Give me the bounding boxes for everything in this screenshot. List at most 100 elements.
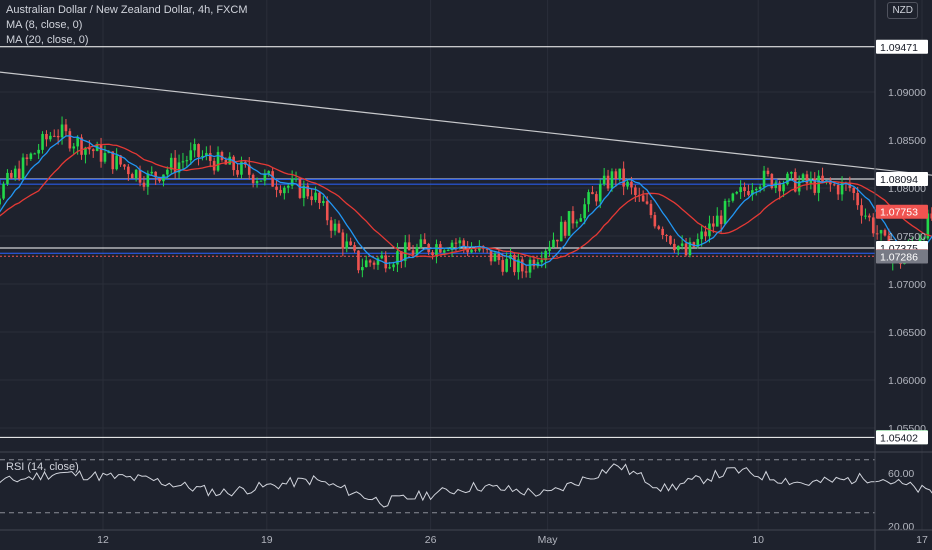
- candle-body: [665, 235, 668, 237]
- candle-body: [103, 153, 107, 162]
- candle-body: [341, 232, 345, 249]
- candle-body: [821, 175, 824, 182]
- candle-body: [470, 249, 473, 253]
- candle-body: [532, 259, 536, 267]
- price-tag-label: 1.07286: [880, 252, 918, 264]
- candle-body: [871, 217, 875, 234]
- candle-body: [64, 124, 68, 132]
- ma20-line: [0, 143, 932, 260]
- resistance-channel[interactable]: [0, 178, 778, 185]
- candle-body: [6, 172, 9, 184]
- candle-body: [528, 259, 532, 273]
- candle-body: [930, 213, 932, 219]
- candle-body: [626, 181, 629, 187]
- price-tick-label: 1.08500: [888, 135, 926, 147]
- candle-body: [173, 157, 177, 173]
- price-tag-bg: [876, 430, 928, 445]
- candle-body: [567, 211, 571, 236]
- candle-body: [298, 178, 302, 198]
- candle-body: [396, 251, 399, 265]
- candle-body: [329, 220, 333, 231]
- price-tag-bg: [876, 249, 928, 264]
- candle-body: [715, 215, 719, 227]
- candle-body: [435, 244, 438, 256]
- candle-body: [407, 242, 411, 251]
- candle-body: [579, 218, 583, 222]
- candle-body: [415, 247, 419, 255]
- candle-body: [99, 144, 103, 162]
- candle-body: [419, 239, 423, 248]
- candle-body: [431, 252, 434, 256]
- price-axis[interactable]: 1.09000 1.08500 1.08000 1.07500 1.07000 1.065…: [888, 87, 926, 435]
- candle-body: [290, 178, 294, 186]
- price-tag-label: 1.08094: [880, 174, 918, 186]
- candle-body: [758, 186, 762, 189]
- time-tick-label: 26: [425, 534, 437, 546]
- candle-body: [185, 160, 189, 162]
- time-tick-label: 10: [752, 534, 764, 546]
- candle-body: [559, 221, 563, 242]
- candle-body: [60, 124, 64, 138]
- time-tick-label: 19: [261, 534, 273, 546]
- descending-trendline[interactable]: [0, 68, 932, 247]
- candle-body: [751, 190, 754, 195]
- candle-body: [610, 171, 614, 189]
- candle-body: [563, 221, 567, 236]
- candle-body: [653, 215, 657, 227]
- candle-body: [571, 211, 575, 224]
- candle-body: [669, 235, 672, 244]
- candle-body: [852, 187, 856, 193]
- candle-body: [832, 184, 836, 186]
- candle-body: [696, 239, 700, 247]
- candle-body: [743, 187, 746, 192]
- rsi-tick-label: 60.00: [888, 468, 914, 480]
- candle-body: [442, 250, 446, 253]
- candle-body: [162, 174, 165, 182]
- candle-body: [809, 178, 813, 184]
- candle-body: [80, 137, 83, 155]
- candle-body: [271, 171, 274, 187]
- candle-body: [275, 186, 278, 190]
- candle-body: [123, 164, 126, 167]
- time-tick-label: 12: [97, 534, 109, 546]
- time-axis[interactable]: 121926May101724Jun13:0014: [97, 534, 932, 546]
- price-tag-bg: [876, 39, 928, 54]
- candle-body: [704, 231, 707, 237]
- price-tick-label: 1.09000: [888, 87, 926, 99]
- candle-body: [517, 259, 520, 273]
- candle-body: [591, 192, 594, 195]
- candle-body: [700, 231, 703, 240]
- candle-body: [544, 250, 547, 261]
- candle-body: [723, 200, 727, 225]
- candle-body: [762, 170, 766, 187]
- candle-body: [193, 144, 196, 151]
- candle-body: [255, 180, 259, 184]
- candle-body: [680, 243, 684, 246]
- candle-body: [306, 185, 310, 197]
- candle-body: [29, 153, 33, 160]
- candle-body: [322, 201, 325, 203]
- candle-body: [201, 155, 204, 157]
- candle-body: [875, 233, 879, 235]
- candle-body: [325, 201, 329, 221]
- candle-body: [72, 146, 76, 149]
- price-tick-label: 1.07500: [888, 231, 926, 243]
- candle-body: [17, 168, 21, 179]
- candle-body: [836, 184, 840, 195]
- candle-body: [318, 192, 321, 203]
- candle-body: [458, 240, 462, 244]
- price-tick-label: 1.06500: [888, 327, 926, 339]
- candle-body: [524, 271, 528, 273]
- candle-body: [735, 192, 739, 194]
- currency-button[interactable]: NZD: [887, 2, 918, 19]
- candle-body: [840, 182, 844, 195]
- candle-body: [177, 162, 181, 173]
- candle-body: [91, 149, 95, 152]
- price-tick-label: 1.06000: [888, 375, 926, 387]
- candle-body: [37, 149, 40, 154]
- candle-body: [228, 156, 232, 165]
- candle-body: [21, 157, 25, 179]
- candle-body: [673, 243, 676, 251]
